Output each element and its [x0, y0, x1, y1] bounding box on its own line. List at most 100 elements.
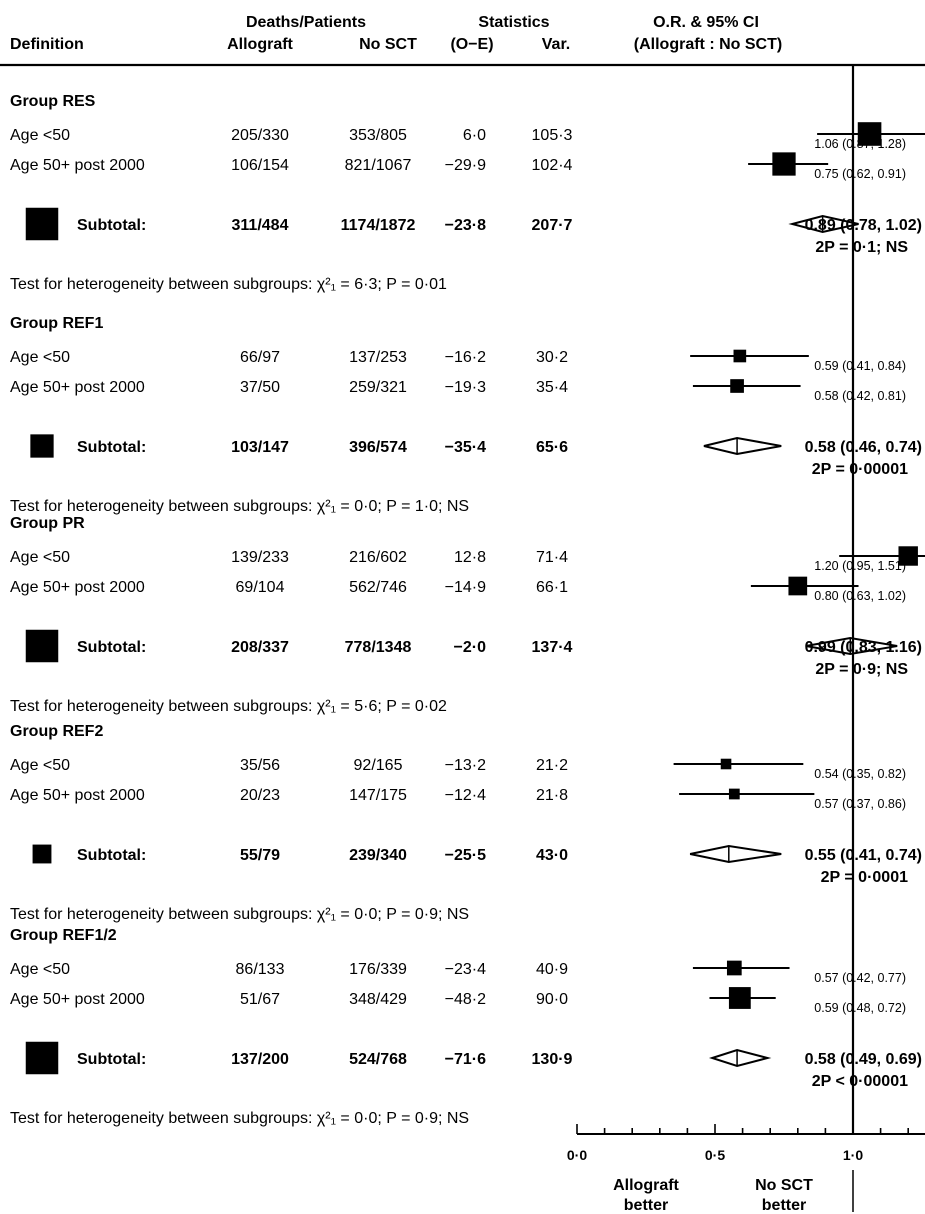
subtotal-oe: −35·4 — [445, 439, 486, 456]
heterogeneity-text: Test for heterogeneity between subgroups… — [10, 276, 447, 293]
right-direction-label: No SCT — [755, 1177, 813, 1194]
x-tick-label: 1·0 — [843, 1147, 863, 1163]
estimate-box — [730, 379, 744, 393]
subtotal-diamond — [805, 636, 898, 656]
estimate-box — [788, 576, 808, 596]
row-allograft: 139/233 — [231, 549, 289, 566]
row-oe: 12·8 — [454, 549, 486, 566]
row-ci-text: 0.58 (0.42, 0.81) — [814, 389, 906, 403]
subtotal-oe: −23·8 — [445, 217, 486, 234]
data-row: Age <50 205/330 353/805 6·0 105·3 1.06 (0.87,… — [10, 122, 925, 151]
row-ci-text: 1.06 (0.87, 1.28) — [814, 137, 906, 151]
row-ci-text: 0.57 (0.42, 0.77) — [814, 971, 906, 985]
header-no-sct: No SCT — [359, 36, 417, 53]
x-tick-label: 0·5 — [705, 1147, 725, 1163]
row-label: Age 50+ post 2000 — [10, 787, 145, 804]
subtotal-allograft: 311/484 — [232, 217, 289, 234]
row-no-sct: 137/253 — [349, 349, 407, 366]
row-no-sct: 259/321 — [349, 379, 407, 396]
row-no-sct: 216/602 — [349, 549, 407, 566]
row-oe: −19·3 — [445, 379, 486, 396]
heterogeneity-text: Test for heterogeneity between subgroups… — [10, 698, 447, 715]
group-title: Group RES — [10, 93, 96, 110]
header-definition: Definition — [10, 36, 84, 53]
row-allograft: 86/133 — [236, 961, 285, 978]
group-title: Group REF1 — [10, 315, 103, 332]
forest-rows: Group RES Age <50 205/330 353/805 6·0 105·3 1.… — [10, 93, 925, 1127]
estimate-box — [728, 987, 751, 1009]
subtotal-no-sct: 778/1348 — [345, 639, 412, 656]
subtotal-legend-box — [30, 434, 54, 458]
row-label: Age <50 — [10, 757, 70, 774]
row-allograft: 106/154 — [231, 157, 289, 174]
row-allograft: 20/23 — [240, 787, 280, 804]
row-var: 90·0 — [536, 991, 568, 1008]
row-ci-text: 0.59 (0.48, 0.72) — [814, 1001, 906, 1015]
row-label: Age 50+ post 2000 — [10, 157, 145, 174]
row-ci-text: 0.59 (0.41, 0.84) — [814, 359, 906, 373]
subtotal-ci-text: 0.99 (0.83, 1.16) — [805, 639, 922, 656]
left-direction-label: Allograft — [613, 1177, 679, 1194]
data-row: Age 50+ post 2000 51/67 348/429 −48·2 90·0 0.… — [10, 987, 906, 1015]
data-row: Age 50+ post 2000 69/104 562/746 −14·9 66·1 0… — [10, 576, 906, 603]
subtotal-row: Subtotal: 55/79 239/340 −25·5 43·0 0.55 (0.41… — [32, 844, 922, 886]
subtotal-p-text: 2P < 0·00001 — [812, 1073, 908, 1090]
subtotal-row: Subtotal: 311/484 1174/1872 −23·8 207·7 0.89 … — [25, 207, 922, 256]
subtotal-allograft: 208/337 — [231, 639, 289, 656]
estimate-box — [772, 152, 796, 176]
row-var: 66·1 — [536, 579, 568, 596]
row-var: 105·3 — [532, 127, 573, 144]
right-direction-label: better — [762, 1197, 806, 1214]
subtotal-var: 65·6 — [536, 439, 568, 456]
subtotal-legend-box — [32, 844, 52, 864]
row-var: 21·2 — [536, 757, 568, 774]
subtotal-legend-box — [25, 629, 59, 663]
subtotal-row: Subtotal: 103/147 396/574 −35·4 65·6 0.58 (0.… — [30, 434, 922, 478]
row-var: 102·4 — [532, 157, 573, 174]
row-label: Age <50 — [10, 549, 70, 566]
group-block: Group RES Age <50 205/330 353/805 6·0 105·3 1.… — [10, 93, 925, 293]
data-row: Age <50 35/56 92/165 −13·2 21·2 0.54 (0.35, 0… — [10, 757, 906, 781]
left-direction-label: better — [624, 1197, 668, 1214]
data-row: Age 50+ post 2000 20/23 147/175 −12·4 21·8 0.… — [10, 787, 906, 811]
row-allograft: 37/50 — [240, 379, 280, 396]
row-var: 71·4 — [536, 549, 568, 566]
x-tick-label: 0·0 — [567, 1147, 587, 1163]
row-no-sct: 348/429 — [349, 991, 407, 1008]
subtotal-label: Subtotal: — [77, 1051, 146, 1068]
header-deaths-patients: Deaths/Patients — [246, 14, 366, 31]
subtotal-row: Subtotal: 208/337 778/1348 −2·0 137·4 0.99 (0… — [25, 629, 922, 678]
estimate-box — [857, 122, 882, 146]
subtotal-label: Subtotal: — [77, 439, 146, 456]
subtotal-label: Subtotal: — [77, 639, 146, 656]
row-allograft: 35/56 — [240, 757, 280, 774]
heterogeneity-text: Test for heterogeneity between subgroups… — [10, 498, 469, 515]
row-label: Age <50 — [10, 961, 70, 978]
group-block: Group REF1 Age <50 66/97 137/253 −16·2 30·2 0.… — [10, 315, 922, 515]
row-var: 35·4 — [536, 379, 568, 396]
row-allograft: 66/97 — [240, 349, 280, 366]
subtotal-ci-text: 0.58 (0.46, 0.74) — [805, 439, 922, 456]
estimate-box — [898, 546, 918, 566]
group-block: Group REF2 Age <50 35/56 92/165 −13·2 21·2 0.5… — [10, 723, 922, 923]
row-label: Age <50 — [10, 349, 70, 366]
estimate-box — [733, 349, 747, 363]
row-oe: 6·0 — [463, 127, 486, 144]
data-row: Age <50 66/97 137/253 −16·2 30·2 0.59 (0.41, … — [10, 349, 906, 373]
data-row: Age <50 139/233 216/602 12·8 71·4 1.20 (0.95,… — [10, 546, 925, 573]
row-label: Age 50+ post 2000 — [10, 579, 145, 596]
subtotal-ci-text: 0.89 (0.78, 1.02) — [805, 217, 922, 234]
header-oe: (O−E) — [450, 36, 493, 53]
subtotal-allograft: 55/79 — [240, 847, 280, 864]
row-var: 40·9 — [536, 961, 568, 978]
subtotal-var: 130·9 — [532, 1051, 573, 1068]
row-ci-text: 0.54 (0.35, 0.82) — [814, 767, 906, 781]
group-title: Group REF2 — [10, 723, 103, 740]
data-row: Age 50+ post 2000 106/154 821/1067 −29·9 102… — [10, 152, 906, 181]
estimate-box — [728, 788, 740, 800]
subtotal-allograft: 103/147 — [231, 439, 289, 456]
header-or-ci: O.R. & 95% CI — [653, 14, 759, 31]
row-oe: −48·2 — [445, 991, 486, 1008]
